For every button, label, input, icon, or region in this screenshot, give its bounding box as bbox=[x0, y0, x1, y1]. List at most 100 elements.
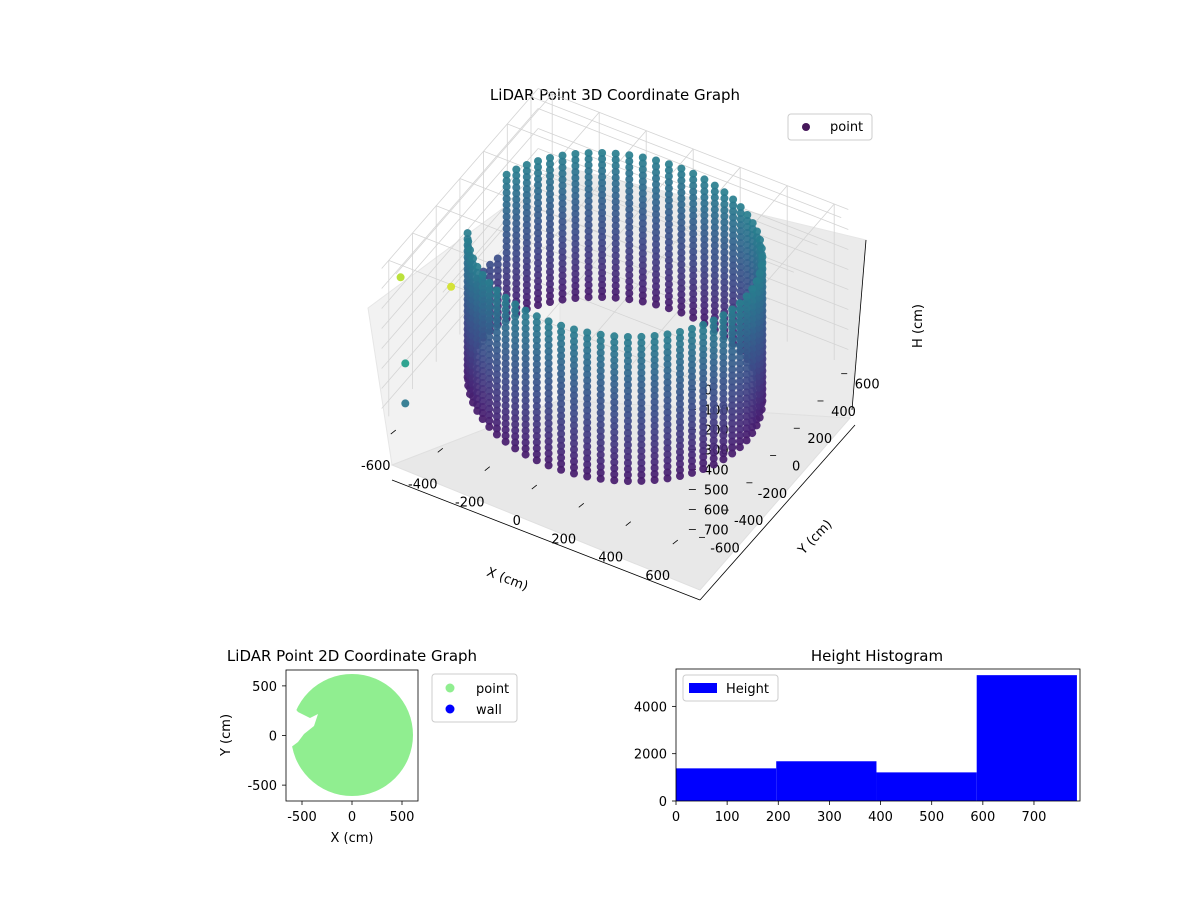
point-3d bbox=[485, 290, 494, 299]
legend-2d: point wall bbox=[431, 673, 518, 723]
point-3d bbox=[677, 278, 686, 287]
point-3d bbox=[700, 199, 709, 208]
point-3d bbox=[719, 341, 728, 350]
point-3d bbox=[534, 265, 542, 274]
point-3d bbox=[625, 271, 634, 280]
point-3d bbox=[501, 353, 510, 362]
point-3d bbox=[570, 385, 578, 394]
point-3d bbox=[676, 406, 684, 414]
point-3d bbox=[736, 275, 745, 284]
point-3d bbox=[558, 199, 567, 208]
point-3d bbox=[493, 278, 502, 287]
point-3d bbox=[464, 237, 473, 246]
point-3d bbox=[742, 424, 751, 433]
point-3d bbox=[571, 270, 580, 278]
point-3d bbox=[571, 258, 580, 266]
point-3d bbox=[583, 358, 592, 367]
legend-2d-label-wall: wall bbox=[476, 703, 502, 718]
x-tick-label-2d: 0 bbox=[348, 810, 356, 825]
point-3d bbox=[571, 240, 580, 248]
point-3d bbox=[522, 299, 531, 307]
point-3d bbox=[650, 356, 659, 364]
point-3d bbox=[736, 281, 745, 290]
point-3d bbox=[742, 340, 751, 349]
point-3d bbox=[511, 300, 520, 309]
x-tick-mark-3d bbox=[672, 539, 679, 545]
point-3d bbox=[676, 334, 684, 342]
point-3d bbox=[584, 287, 593, 296]
point-3d bbox=[677, 302, 686, 311]
point-3d bbox=[677, 248, 686, 257]
point-3d bbox=[650, 380, 659, 388]
point-3d bbox=[742, 376, 751, 385]
point-3d bbox=[676, 436, 684, 444]
point-3d bbox=[664, 268, 673, 277]
legend-3d-label: point bbox=[830, 120, 863, 135]
point-3d bbox=[709, 436, 718, 445]
point-3d bbox=[700, 259, 709, 268]
point-3d bbox=[610, 392, 619, 401]
point-3d bbox=[532, 354, 541, 363]
point-3d bbox=[720, 200, 729, 209]
point-3d bbox=[625, 181, 634, 190]
point-3d bbox=[571, 174, 580, 182]
point-3d bbox=[688, 372, 696, 381]
histogram-y-tick-label: 0 bbox=[659, 795, 667, 810]
histogram-x-tick-label: 300 bbox=[817, 810, 842, 825]
point-3d bbox=[570, 397, 578, 406]
point-3d bbox=[558, 175, 567, 184]
point-3d bbox=[728, 401, 737, 410]
point-3d bbox=[735, 311, 744, 320]
point-3d bbox=[571, 276, 580, 284]
point-3d bbox=[729, 285, 738, 294]
point-3d bbox=[485, 302, 494, 311]
point-3d bbox=[485, 368, 494, 377]
point-3d bbox=[688, 342, 696, 351]
point-3d bbox=[742, 406, 751, 415]
point-3d bbox=[546, 166, 554, 174]
point-3d bbox=[478, 271, 487, 279]
y-tick-label-3d: -200 bbox=[758, 487, 788, 502]
point-3d bbox=[570, 463, 578, 472]
legend-histogram: Height bbox=[682, 674, 779, 702]
point-3d bbox=[611, 173, 620, 182]
chart-2d: LiDAR Point 2D Coordinate Graph -500 0 500… bbox=[219, 647, 518, 846]
point-3d bbox=[598, 197, 607, 205]
point-3d bbox=[623, 459, 632, 467]
point-3d bbox=[485, 278, 494, 287]
point-3d bbox=[596, 402, 605, 411]
histogram-border bbox=[675, 668, 1081, 802]
point-3d bbox=[610, 338, 619, 347]
point-3d bbox=[720, 302, 729, 311]
point-3d bbox=[532, 444, 541, 453]
point-3d bbox=[532, 450, 541, 459]
point-3d bbox=[699, 387, 708, 395]
point-3d bbox=[663, 414, 672, 423]
point-3d bbox=[501, 317, 510, 326]
point-3d bbox=[522, 209, 531, 217]
point-3d bbox=[570, 433, 578, 442]
point-3d bbox=[699, 345, 708, 353]
point-3d bbox=[689, 241, 698, 250]
point-3d bbox=[663, 366, 672, 375]
point-3d bbox=[699, 417, 708, 425]
point-3d bbox=[558, 211, 567, 220]
point-3d bbox=[719, 425, 728, 434]
point-3d bbox=[720, 188, 729, 197]
grid-line-y-floor bbox=[530, 96, 842, 219]
point-3d bbox=[689, 283, 698, 292]
point-3d bbox=[557, 447, 566, 456]
point-3d bbox=[502, 170, 511, 179]
point-3d bbox=[544, 371, 553, 380]
point-3d bbox=[532, 420, 541, 429]
point-3d bbox=[623, 435, 632, 443]
point-3d bbox=[728, 341, 737, 350]
point-3d bbox=[512, 279, 521, 288]
point-3d bbox=[709, 400, 718, 409]
point-3d bbox=[546, 154, 554, 162]
point-3d bbox=[492, 412, 501, 421]
point-3d bbox=[596, 342, 605, 351]
point-3d bbox=[584, 167, 593, 176]
point-3d bbox=[534, 205, 542, 214]
